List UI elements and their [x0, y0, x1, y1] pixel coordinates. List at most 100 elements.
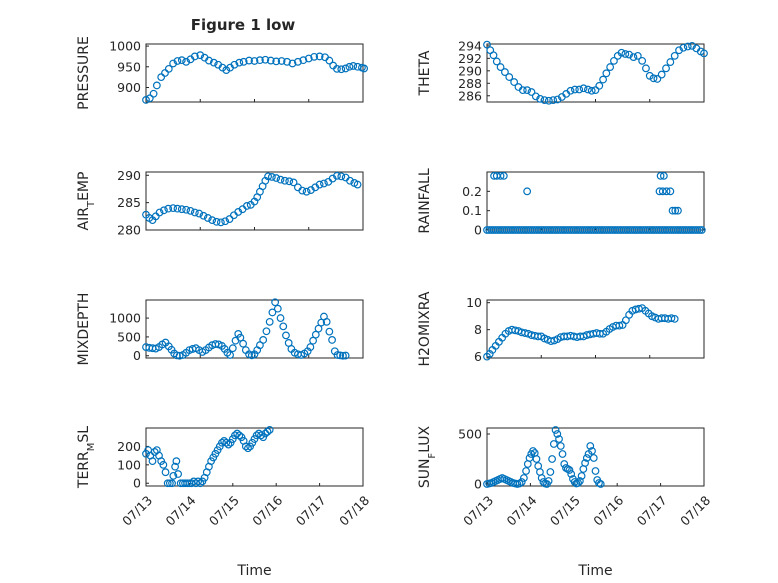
- data-point: [659, 171, 668, 180]
- y-tick-label: 288: [458, 76, 482, 91]
- data-point: [315, 52, 324, 61]
- data-point: [245, 56, 253, 65]
- data-point: [621, 50, 630, 58]
- data-point: [567, 470, 576, 478]
- data-series: [483, 40, 708, 105]
- data-point: [555, 435, 563, 443]
- y-tick-label: 0.1: [462, 203, 482, 218]
- data-point: [615, 321, 624, 330]
- data-point: [666, 187, 675, 196]
- data-point: [259, 336, 268, 344]
- data-point: [310, 52, 319, 61]
- y-axis-label: RAINFALL: [417, 168, 433, 233]
- data-point: [544, 477, 553, 485]
- data-point: [149, 89, 158, 98]
- subplot-air-temp: 280 285 290 AIRTEMP: [76, 168, 364, 238]
- data-point: [591, 467, 600, 475]
- data-point: [339, 351, 347, 360]
- data-point: [625, 50, 634, 59]
- subplot-mixdepth: 0 500 1000 MIXDEPTH: [76, 293, 364, 365]
- data-point: [549, 440, 558, 448]
- data-point: [522, 467, 530, 475]
- data-point: [695, 226, 704, 234]
- data-point: [279, 322, 288, 331]
- data-point: [155, 208, 164, 217]
- data-point: [558, 450, 567, 458]
- data-point: [679, 43, 688, 52]
- data-point: [683, 42, 692, 51]
- data-point: [209, 58, 218, 67]
- data-point: [239, 339, 248, 348]
- data-point: [540, 96, 549, 105]
- data-point: [272, 174, 281, 182]
- data-point: [288, 59, 297, 68]
- data-point: [577, 472, 586, 480]
- data-point: [693, 226, 702, 234]
- data-point: [662, 187, 671, 196]
- data-point: [581, 459, 589, 467]
- data-point: [224, 440, 233, 449]
- data-point: [505, 73, 514, 81]
- data-point: [666, 58, 675, 66]
- y-tick-label: 294: [458, 38, 482, 53]
- data-point: [671, 206, 680, 215]
- data-point: [264, 172, 272, 181]
- data-series: [142, 298, 350, 360]
- data-point: [670, 314, 679, 323]
- y-tick-label: 290: [458, 63, 482, 78]
- data-point: [517, 478, 526, 486]
- data-point: [160, 206, 168, 215]
- data-point: [496, 63, 505, 71]
- data-point: [536, 94, 545, 103]
- data-point: [244, 444, 252, 453]
- data-point: [272, 57, 281, 66]
- data-point: [190, 52, 199, 61]
- data-point: [282, 331, 290, 340]
- data-point: [322, 317, 331, 326]
- data-point: [152, 81, 161, 90]
- y-axis-label: THETA: [417, 50, 433, 96]
- data-point: [173, 351, 181, 360]
- data-point: [172, 457, 181, 466]
- data-point: [177, 56, 186, 65]
- subplot-pressure: 900 950 1000 PRESSURE: [76, 36, 368, 110]
- data-point: [226, 351, 234, 359]
- data-point: [633, 51, 642, 60]
- figure-title: Figure 1 low: [191, 16, 296, 34]
- data-point: [165, 479, 174, 488]
- data-point: [320, 179, 328, 188]
- y-axis-label: H2OMIXRA: [417, 291, 433, 366]
- data-point: [674, 206, 682, 215]
- data-point: [337, 172, 346, 181]
- data-point: [337, 65, 346, 74]
- data-point: [537, 474, 546, 482]
- y-tick-label: 0: [474, 477, 482, 492]
- data-point: [182, 57, 191, 66]
- y-axis-label: SUNFLUX: [417, 425, 438, 488]
- data-point: [212, 217, 221, 226]
- data-point: [177, 205, 186, 214]
- data-point: [588, 447, 596, 455]
- y-tick-label: 290: [117, 168, 141, 183]
- data-point: [570, 478, 579, 486]
- data-point: [336, 351, 345, 360]
- y-tick-label: 1000: [109, 39, 141, 54]
- data-point: [169, 471, 178, 480]
- data-series: [483, 426, 605, 488]
- y-tick-label: 285: [117, 195, 141, 210]
- data-point: [169, 204, 178, 213]
- x-axis-label: Time: [577, 563, 612, 579]
- data-point: [199, 211, 208, 220]
- y-axis-label: AIRTEMP: [76, 172, 97, 231]
- x-tick-label: 07/16: [590, 493, 626, 529]
- data-point: [515, 479, 524, 488]
- y-tick-label: 500: [458, 427, 482, 442]
- data-point: [658, 187, 667, 196]
- data-point: [283, 57, 291, 66]
- y-tick-label: 200: [117, 439, 141, 454]
- data-point: [499, 171, 508, 180]
- data-point: [629, 53, 638, 61]
- data-point: [142, 96, 150, 104]
- data-point: [169, 59, 178, 68]
